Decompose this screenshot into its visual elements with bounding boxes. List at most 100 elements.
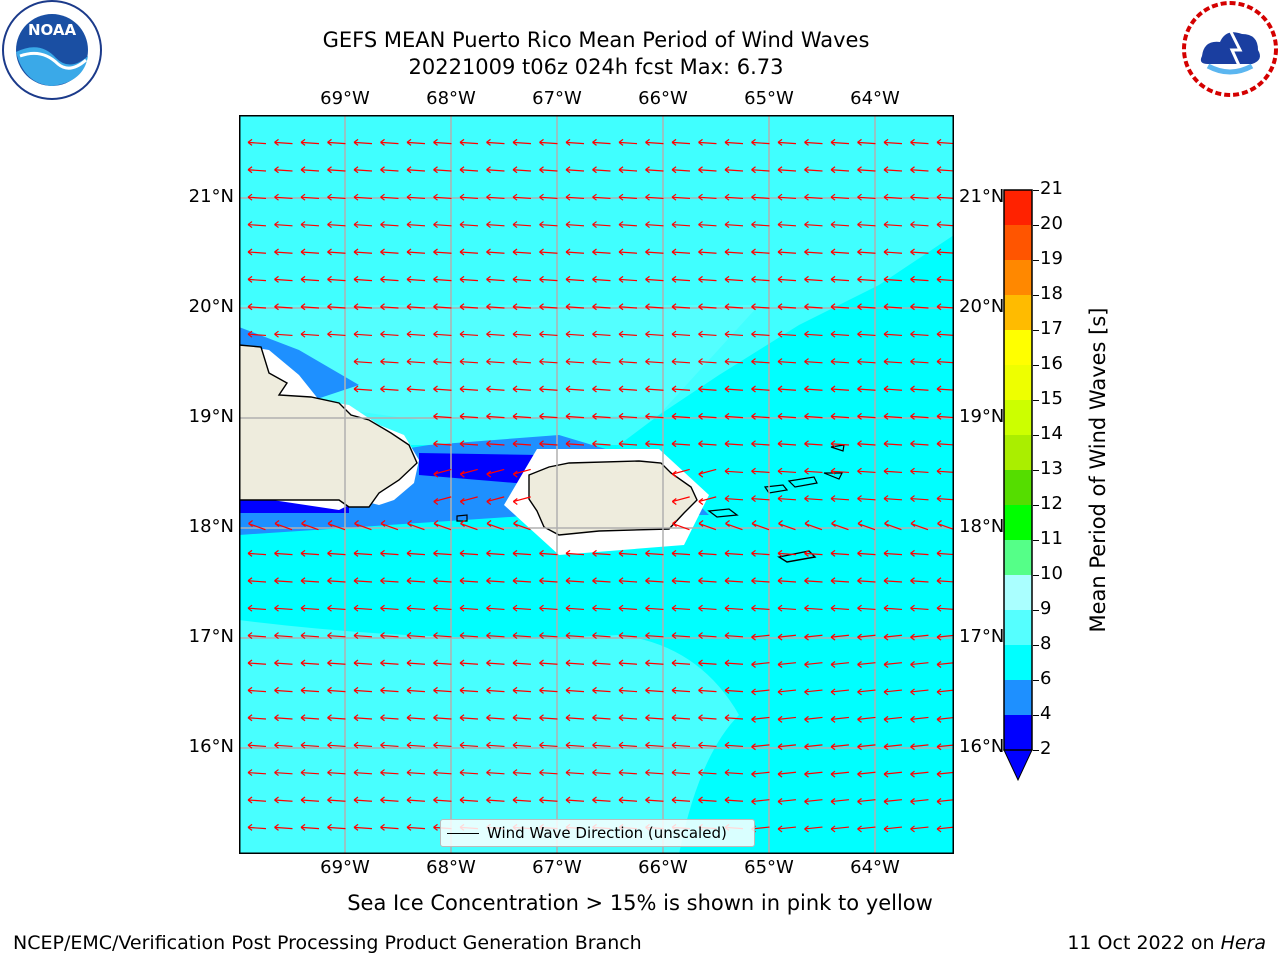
arrow-head — [406, 385, 412, 393]
arrow-head — [777, 577, 783, 585]
wind-wave-arrow — [777, 689, 797, 693]
arrow-head — [857, 798, 862, 806]
wind-wave-arrow — [936, 169, 954, 172]
wind-wave-arrow — [618, 141, 638, 145]
lat-label-left: 16°N — [188, 736, 234, 757]
wind-wave-arrow — [512, 634, 532, 638]
wind-wave-arrow — [804, 634, 823, 638]
arrow-head — [433, 769, 438, 777]
wind-wave-arrow — [618, 580, 638, 583]
wind-wave-arrow — [645, 443, 664, 446]
wind-wave-arrow — [327, 223, 346, 227]
colorbar-tick-label: 15 — [1040, 388, 1063, 409]
wind-wave-arrow — [883, 333, 903, 337]
arrow-head — [433, 138, 438, 146]
arrow-head — [618, 221, 624, 229]
wind-wave-arrow — [459, 415, 479, 419]
arrow-head — [618, 659, 624, 667]
arrow-head — [300, 769, 306, 777]
arrow-head — [300, 275, 306, 283]
arrow-head — [247, 769, 253, 777]
arrow-head — [300, 330, 306, 338]
wind-wave-arrow — [618, 689, 638, 693]
arrow-head — [486, 303, 491, 311]
wind-wave-arrow — [460, 522, 478, 531]
wind-wave-arrow — [459, 251, 479, 254]
wind-wave-arrow — [724, 333, 744, 337]
arrow-head — [671, 330, 677, 338]
wind-wave-arrow — [565, 169, 585, 172]
wind-wave-arrow — [433, 552, 452, 556]
arrow-head — [539, 221, 544, 229]
arrow-head — [380, 823, 385, 831]
lat-label-right: 17°N — [959, 626, 1005, 647]
wind-wave-arrow — [910, 443, 929, 446]
wind-wave-arrow — [830, 580, 850, 583]
arrow-head — [459, 577, 465, 585]
wind-wave-arrow — [645, 169, 664, 172]
wind-wave-arrow — [804, 522, 823, 531]
arrow-head — [936, 467, 942, 475]
colorbar-bin — [1004, 435, 1032, 470]
wind-wave-arrow — [512, 443, 532, 446]
wind-wave-arrow — [671, 388, 691, 391]
wind-wave-arrow — [725, 522, 743, 531]
arrow-head — [751, 248, 756, 256]
colorbar-bin — [1004, 190, 1032, 225]
wind-wave-arrow — [857, 580, 876, 583]
wind-wave-arrow — [380, 196, 399, 200]
arrow-head — [857, 275, 862, 283]
arrow-head — [645, 358, 650, 366]
arrow-head — [353, 823, 359, 831]
wind-wave-arrow — [459, 662, 479, 665]
arrow-head — [671, 796, 677, 804]
arrow-head — [936, 358, 942, 366]
wind-wave-arrow — [883, 141, 903, 145]
wind-wave-arrow — [883, 169, 903, 172]
wind-wave-arrow — [910, 689, 929, 693]
wind-wave-arrow — [380, 251, 399, 254]
colorbar-bin — [1004, 575, 1032, 610]
wind-wave-arrow — [910, 826, 929, 830]
wind-wave-arrow — [751, 196, 770, 200]
arrow-head — [512, 138, 518, 146]
arrow-head — [406, 632, 412, 640]
arrow-head — [910, 770, 915, 778]
arrow-head — [724, 138, 730, 146]
arrow-head — [300, 659, 306, 667]
footer-date-text: 11 Oct 2022 on — [1067, 932, 1221, 954]
arrow-head — [910, 825, 915, 833]
wind-wave-arrow — [883, 415, 903, 419]
wind-wave-arrow — [857, 141, 876, 145]
arrow-head — [433, 330, 438, 338]
arrow-head — [751, 330, 756, 338]
arrow-head — [804, 166, 809, 174]
wind-wave-arrow — [777, 196, 797, 200]
arrow-head — [830, 248, 836, 256]
arrow-head — [539, 796, 544, 804]
wind-wave-arrow — [592, 223, 611, 227]
wind-wave-arrow — [724, 470, 744, 474]
wind-wave-arrow — [777, 607, 797, 611]
wind-wave-arrow — [353, 169, 373, 172]
footer-machine: Hera — [1220, 932, 1266, 954]
arrow-head — [459, 221, 465, 229]
wind-wave-arrow — [751, 415, 770, 419]
arrow-head — [751, 577, 756, 585]
wind-wave-arrow — [857, 196, 876, 200]
arrow-head — [274, 520, 280, 528]
arrow-head — [486, 769, 491, 777]
arrow-head — [327, 330, 332, 338]
arrow-head — [910, 303, 915, 311]
arrow-head — [380, 769, 385, 777]
wind-wave-arrow — [300, 278, 320, 282]
arrow-head — [698, 659, 703, 667]
wind-wave-arrow — [512, 223, 532, 227]
wind-wave-arrow — [460, 468, 478, 475]
wind-wave-arrow — [671, 689, 691, 693]
arrow-head — [804, 743, 809, 751]
arrow-head — [645, 412, 650, 420]
arrow-head — [936, 743, 942, 751]
arrow-head — [565, 659, 571, 667]
wind-wave-arrow — [592, 388, 611, 391]
